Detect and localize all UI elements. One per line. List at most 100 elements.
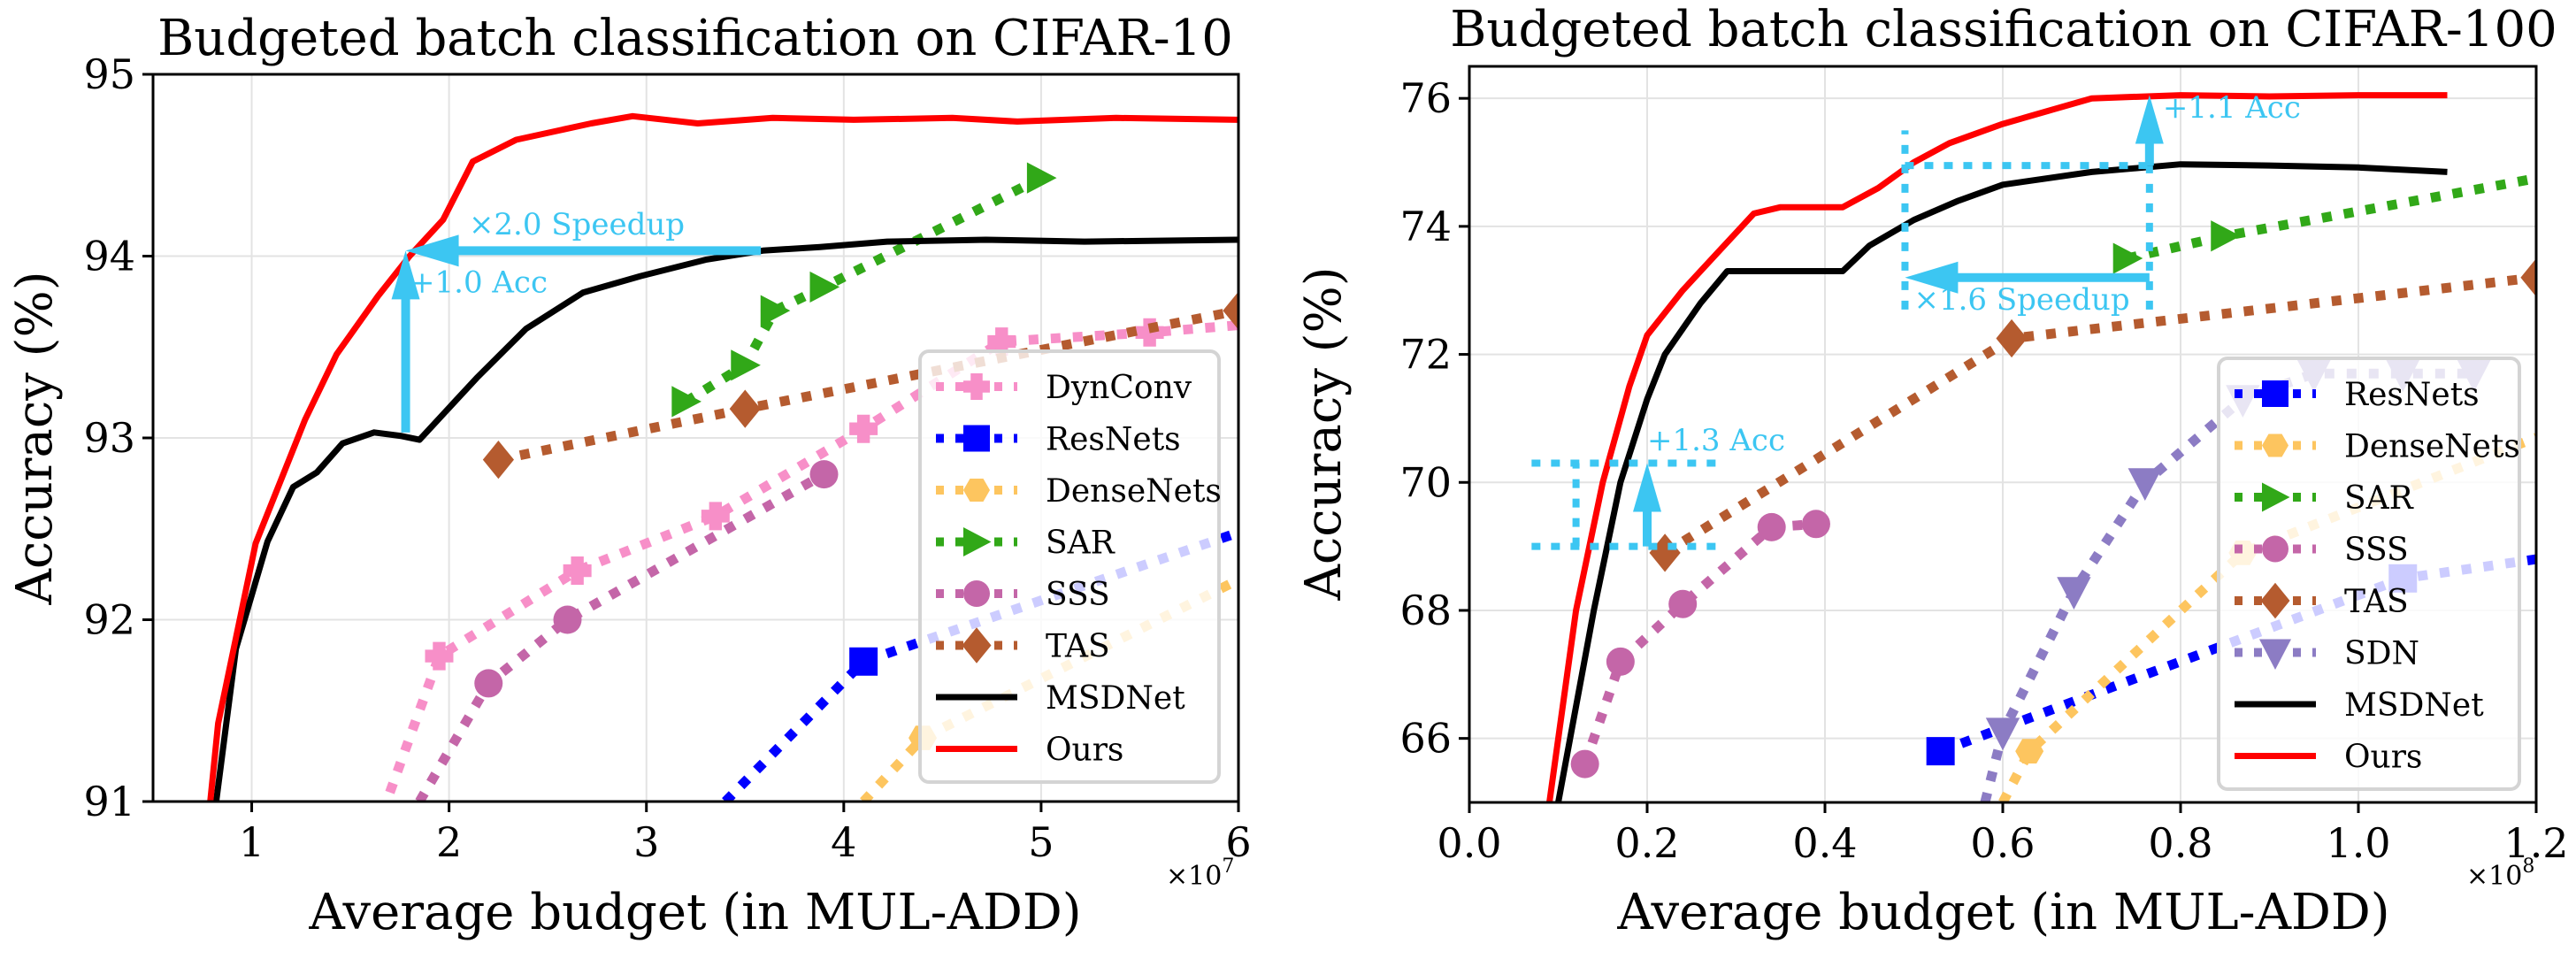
data-point-sar <box>809 271 840 303</box>
series-resnets <box>722 527 1238 802</box>
data-point-tas <box>1996 318 2028 358</box>
annotation-label: +1.0 Acc <box>410 265 548 301</box>
series-line-ours <box>207 112 1238 802</box>
series-line-densenets <box>860 575 1238 802</box>
annotation-arrow-head <box>1633 463 1661 512</box>
data-point-resnets <box>1926 737 1955 766</box>
series-line-sdn <box>1980 368 2474 802</box>
series-line-sar <box>683 173 1044 406</box>
y-axis-label: Accuracy (%) <box>6 271 64 605</box>
legend-label: ResNets <box>2344 377 2480 413</box>
legend-marker <box>2262 380 2288 407</box>
ticks: 0.0 0.2 0.4 0.6 0.8 1.0 1.2 66 68 70 72 74 76 <box>1399 74 2568 867</box>
data-point-dynconv <box>425 641 454 671</box>
legend-item-ours: Ours <box>2235 740 2422 776</box>
data-point-tas <box>729 389 761 428</box>
legend-item-sss: SSS <box>936 577 1110 613</box>
legend-marker <box>963 479 990 502</box>
legend-item-ours: Ours <box>936 733 1123 769</box>
y-tick-label: 66 <box>1399 715 1452 763</box>
data-point-sss <box>553 605 582 634</box>
legend-label: DenseNets <box>2344 429 2520 465</box>
legend-item-dynconv: DynConv <box>936 370 1192 406</box>
series-sar <box>2112 173 2536 274</box>
legend-label: SSS <box>1046 577 1110 613</box>
x-tick-label: 0.4 <box>1792 819 1857 867</box>
annotation-arrow-head <box>2135 95 2164 144</box>
legend-marker <box>962 627 992 664</box>
data-point-sar <box>760 295 791 326</box>
y-tick-label: 74 <box>1399 203 1452 250</box>
data-point-sss <box>1606 647 1635 676</box>
data-point-densenets <box>2015 739 2044 763</box>
x-tick-label: 0.0 <box>1437 819 1501 867</box>
annotation-arrow-head <box>391 250 420 300</box>
data-point-sss <box>1668 589 1698 618</box>
legend-marker <box>963 425 990 452</box>
legend-item-sss: SSS <box>2235 533 2409 569</box>
series-tas <box>482 291 1238 480</box>
data-point-dynconv <box>987 327 1016 357</box>
chart-title: Budgeted batch classification on CIFAR-1… <box>157 10 1233 67</box>
legend-item-sdn: SDN <box>2235 636 2419 672</box>
series-line-densenets <box>1998 433 2536 802</box>
ticks: 1 2 3 4 5 6 91 92 93 94 95 <box>83 50 1251 866</box>
legend-marker <box>963 373 990 400</box>
data-point-sar <box>671 386 702 418</box>
x-axis-multiplier: ×107 <box>1166 855 1234 892</box>
legend-marker <box>2262 433 2288 457</box>
legend-label: DenseNets <box>1046 473 1222 510</box>
series-ours <box>207 112 1238 802</box>
panel-cifar10: Budgeted batch classification on CIFAR-1… <box>6 10 1252 941</box>
data-point-sdn <box>1985 717 2020 751</box>
data-point-sar <box>2211 220 2241 252</box>
annotation-label: +1.3 Acc <box>1647 423 1785 458</box>
y-tick-label: 72 <box>1399 331 1452 379</box>
legend-marker <box>2262 535 2288 563</box>
legend-frame <box>918 349 1221 784</box>
y-tick-label: 68 <box>1399 587 1452 634</box>
data-point-sar <box>731 349 761 381</box>
series-line-dynconv <box>385 320 1238 794</box>
x-axis-label: Average budget (in MUL-ADD) <box>308 884 1081 941</box>
annotation-arrow-head <box>405 234 459 267</box>
series-msdnet <box>1555 161 2448 802</box>
series-line-ours <box>1546 92 2448 802</box>
legend-item-densenets: DenseNets <box>2235 429 2520 465</box>
legend-label: TAS <box>1046 629 1110 665</box>
plot-area <box>207 112 1238 802</box>
legend-item-densenets: DenseNets <box>936 473 1222 510</box>
legend-frame <box>2217 357 2521 791</box>
chart-title: Budgeted batch classification on CIFAR-1… <box>1450 1 2557 58</box>
legend-item-msdnet: MSDNet <box>936 680 1185 717</box>
annotations: ×2.0 Speedup +1.0 Acc <box>391 207 762 433</box>
series-sss <box>1570 510 1830 779</box>
y-tick-label: 76 <box>1399 74 1452 122</box>
legend-item-tas: TAS <box>936 627 1110 665</box>
x-tick-label: 5 <box>1028 818 1054 866</box>
annotation-label: ×1.6 Speedup <box>1914 282 2130 318</box>
legend-label: SAR <box>1046 526 1116 562</box>
series-line-sar <box>2126 173 2536 264</box>
legend-item-sar: SAR <box>2235 480 2414 517</box>
data-point-sss <box>1570 749 1599 779</box>
legend-label: SAR <box>2344 480 2414 517</box>
legend-item-resnets: ResNets <box>936 422 1181 458</box>
legend-label: MSDNet <box>1046 680 1185 717</box>
data-point-sss <box>809 460 839 489</box>
series-line-sss <box>1580 518 1817 766</box>
annotation-label: +1.1 Acc <box>2163 90 2301 126</box>
data-point-dynconv <box>849 414 878 443</box>
annotation-label: ×2.0 Speedup <box>469 207 685 242</box>
x-tick-label: 3 <box>633 818 659 866</box>
legend: DynConv ResNets DenseNets SAR SSS TAS MSDNet Ou… <box>918 349 1222 784</box>
y-tick-label: 92 <box>83 596 135 644</box>
data-point-dynconv <box>563 556 592 586</box>
data-point-tas <box>1649 533 1681 572</box>
x-tick-label: 1 <box>239 818 264 866</box>
legend-marker <box>2259 639 2291 670</box>
data-point-sss <box>474 669 503 698</box>
y-tick-label: 94 <box>83 233 135 280</box>
series-sar <box>671 162 1057 418</box>
